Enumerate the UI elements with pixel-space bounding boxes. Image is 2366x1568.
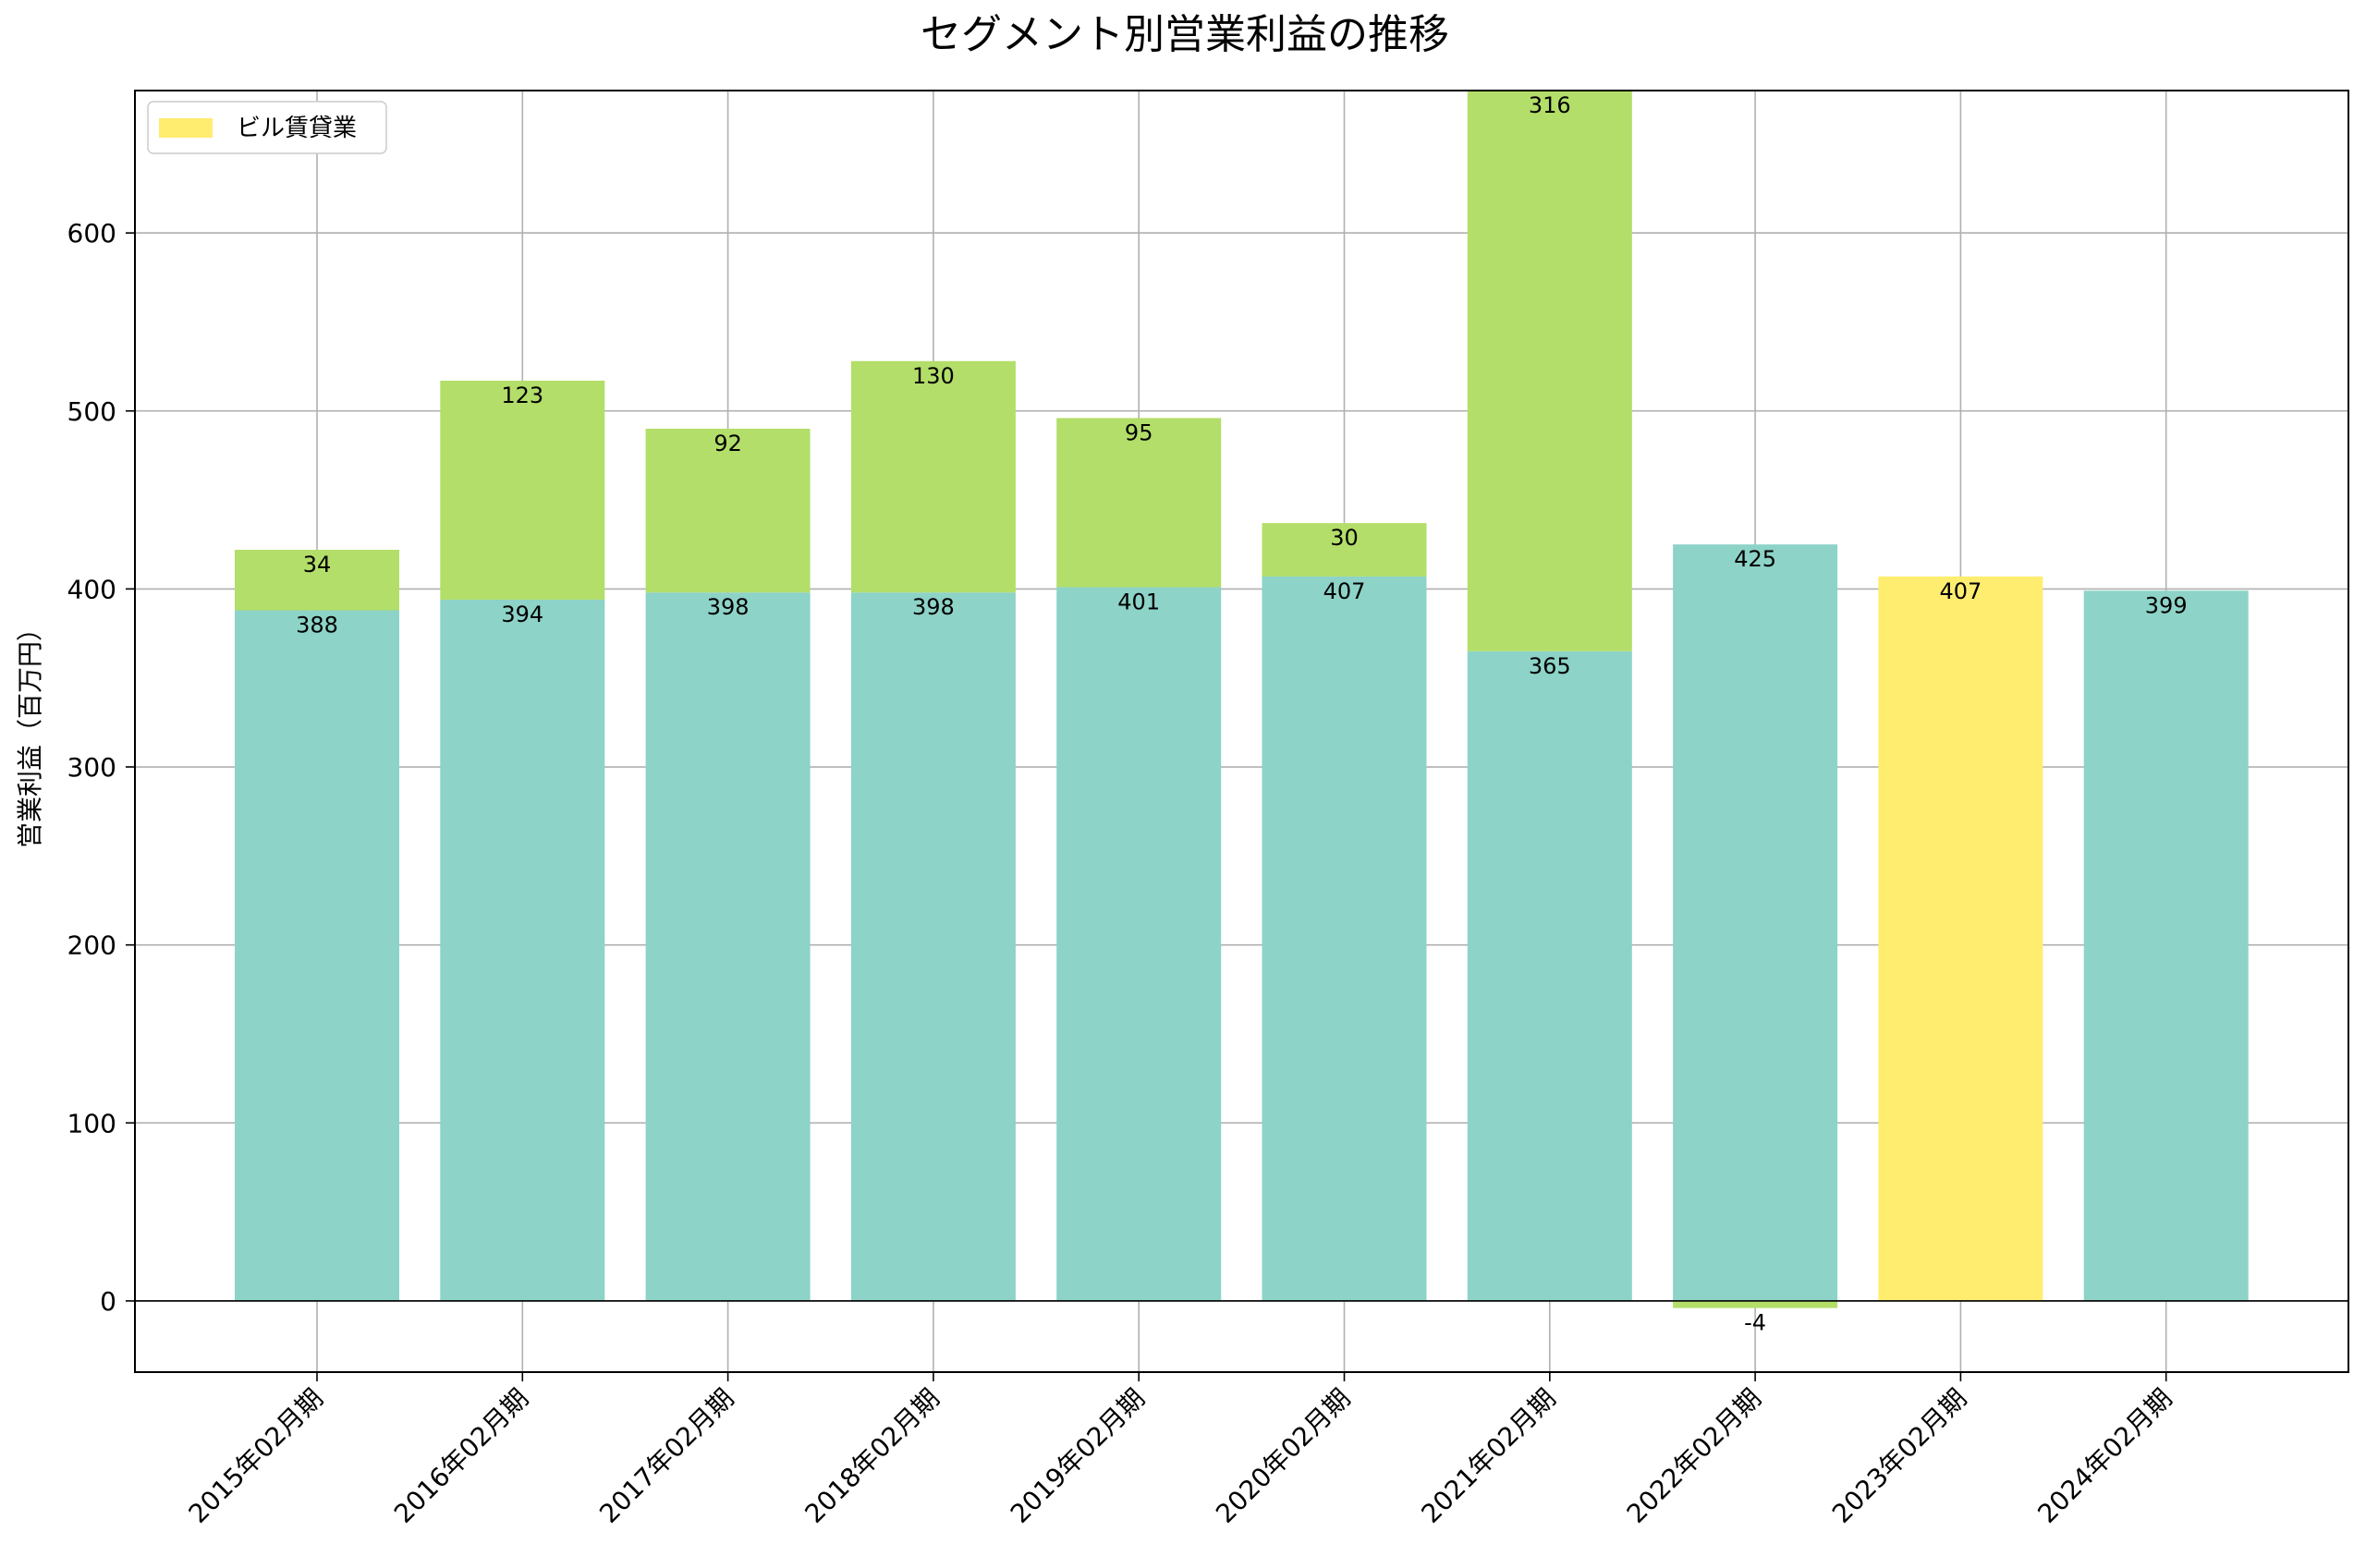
- bar: [1673, 544, 1838, 1301]
- bar-label: 398: [912, 594, 955, 620]
- x-tick-label: 2021年02月期: [1415, 1383, 1561, 1529]
- bar: [1262, 576, 1427, 1301]
- bar: [440, 599, 605, 1301]
- x-tick-label: 2022年02月期: [1621, 1383, 1767, 1529]
- bar-label: 123: [501, 383, 543, 408]
- x-tick-label: 2016年02月期: [388, 1383, 534, 1529]
- bars: [235, 91, 2249, 1308]
- bar-label: 398: [707, 594, 750, 620]
- y-tick-label: 200: [67, 930, 116, 961]
- bar-label: 130: [912, 363, 955, 389]
- bar-label: 95: [1125, 419, 1153, 445]
- y-tick-label: 600: [67, 218, 116, 249]
- bar-label: 407: [1323, 578, 1366, 604]
- bar: [1467, 650, 1632, 1301]
- bar-label: 30: [1330, 525, 1359, 551]
- bar-label: 394: [501, 602, 543, 627]
- bar-label: 407: [1939, 578, 1982, 604]
- y-axis-label: 営業利益（百万円）: [15, 615, 45, 848]
- bar-label: 92: [713, 431, 742, 456]
- chart-title: セグメント別営業利益の推移: [921, 11, 1449, 58]
- x-tick-label: 2019年02月期: [1005, 1383, 1151, 1529]
- bar: [1262, 523, 1427, 577]
- bar: [440, 381, 605, 600]
- bar: [850, 592, 1016, 1301]
- x-tick-label: 2018年02月期: [799, 1383, 945, 1529]
- x-axis: 2015年02月期 2016年02月期 2017年02月期 2018年02月期 2019…: [183, 1372, 2178, 1529]
- bar: [1467, 91, 1632, 651]
- legend-label: ビル賃貸業: [237, 115, 357, 142]
- bar-label: 399: [2145, 592, 2188, 618]
- bar: [1056, 587, 1222, 1301]
- y-tick-label: 100: [67, 1108, 116, 1138]
- bar: [1673, 1300, 1838, 1308]
- bar: [1878, 576, 2043, 1301]
- bar: [645, 429, 811, 593]
- y-tick-label: 400: [67, 574, 116, 604]
- bar-label: -4: [1744, 1310, 1766, 1336]
- x-tick-label: 2024年02月期: [2031, 1383, 2177, 1529]
- bar: [235, 610, 399, 1301]
- bar: [850, 360, 1016, 593]
- bar: [2083, 590, 2249, 1301]
- bar-labels: 388 34 394 123 398 92 398 130 401 95 407 30 365 316 42…: [296, 92, 2188, 1336]
- legend-frame: [147, 101, 387, 154]
- bar: [645, 592, 811, 1301]
- y-tick-label: 300: [67, 752, 116, 783]
- bar-label: 425: [1734, 546, 1776, 572]
- y-tick-label: 0: [100, 1286, 116, 1317]
- bar-label: 365: [1529, 653, 1571, 679]
- bar-label: 388: [296, 613, 338, 638]
- x-tick-label: 2015年02月期: [183, 1383, 329, 1529]
- bar-label: 316: [1529, 92, 1571, 118]
- bar-label: 34: [303, 552, 332, 577]
- x-tick-label: 2020年02月期: [1210, 1383, 1356, 1529]
- x-tick-label: 2017年02月期: [593, 1383, 739, 1529]
- legend: ビル賃貸業: [147, 101, 387, 154]
- y-axis: 0 100 200 300 400 500 600: [67, 218, 135, 1317]
- bar: [1056, 418, 1222, 588]
- plot-frame: [134, 90, 2349, 1373]
- legend-swatch: [159, 118, 213, 138]
- bar-label: 401: [1117, 589, 1160, 614]
- bar: [235, 550, 399, 611]
- y-tick-label: 500: [67, 396, 116, 427]
- x-tick-label: 2023年02月期: [1826, 1383, 1972, 1529]
